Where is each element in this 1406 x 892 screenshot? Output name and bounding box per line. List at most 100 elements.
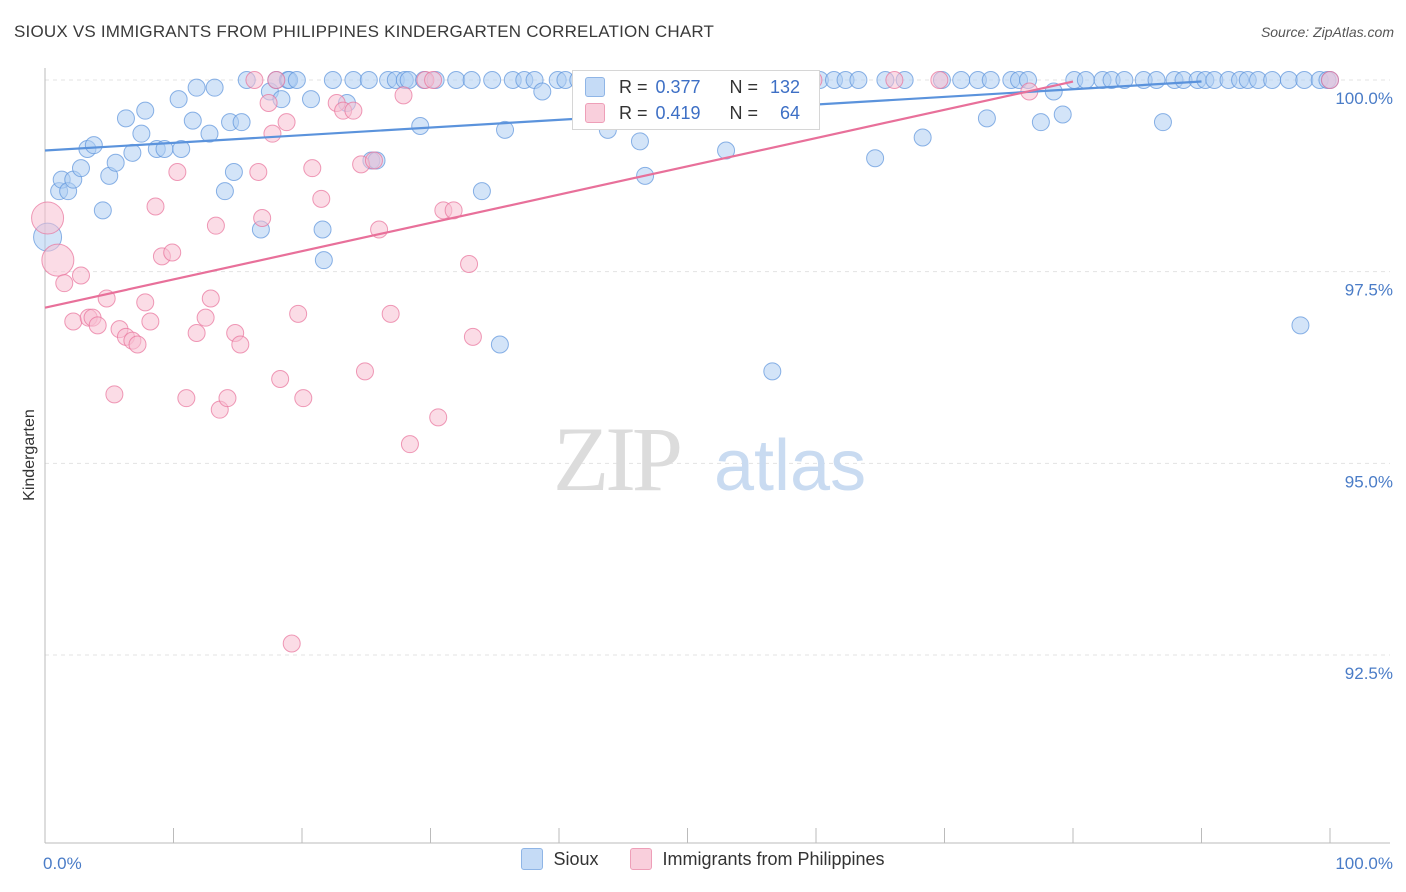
point-philippines: [201, 289, 220, 308]
point-sioux: [533, 82, 552, 101]
point-philippines: [294, 389, 313, 408]
point-sioux: [344, 71, 363, 89]
point-sioux: [314, 251, 333, 270]
x-tick-label: 0.0%: [43, 854, 82, 873]
point-philippines: [163, 243, 182, 262]
point-sioux: [717, 141, 736, 160]
r-value: 0.419: [655, 102, 701, 123]
x-tick-label: 100.0%: [1335, 854, 1393, 873]
point-sioux: [462, 71, 481, 89]
point-philippines: [128, 335, 147, 354]
point-sioux: [490, 335, 509, 354]
point-sioux: [630, 132, 649, 151]
point-sioux: [977, 109, 996, 128]
y-tick-label: 95.0%: [1345, 472, 1393, 491]
source-credit: Source: ZipAtlas.com: [1260, 24, 1394, 40]
point-philippines: [31, 201, 65, 235]
point-sioux: [169, 90, 188, 109]
point-sioux: [981, 71, 1000, 89]
point-sioux: [472, 182, 491, 201]
point-philippines: [64, 312, 83, 331]
point-sioux: [1153, 113, 1172, 132]
stats-swatch-sioux: [585, 77, 605, 97]
point-philippines: [271, 370, 290, 388]
point-philippines: [55, 274, 74, 293]
point-sioux: [116, 109, 135, 128]
point-sioux: [84, 136, 103, 155]
point-philippines: [1321, 71, 1339, 89]
point-philippines: [196, 308, 215, 327]
point-sioux: [301, 90, 320, 109]
point-sioux: [913, 128, 932, 147]
point-philippines: [394, 86, 413, 105]
point-sioux: [399, 71, 418, 89]
point-sioux: [359, 71, 378, 89]
point-sioux: [93, 201, 112, 220]
point-philippines: [344, 101, 363, 120]
point-sioux: [1076, 71, 1095, 89]
point-sioux: [1115, 71, 1134, 89]
point-sioux: [224, 163, 243, 181]
tick-labels: 100.0% 97.5% 95.0% 92.5% 0.0% 100.0%: [43, 89, 1393, 873]
point-sioux: [136, 101, 155, 120]
n-value: 132: [770, 76, 801, 97]
y-tick-label: 92.5%: [1345, 664, 1393, 683]
point-philippines: [930, 71, 949, 89]
point-sioux: [123, 143, 142, 162]
point-sioux: [952, 71, 971, 89]
point-philippines: [249, 163, 268, 181]
point-sioux: [232, 113, 251, 132]
point-sioux: [1291, 316, 1310, 335]
point-philippines: [41, 243, 75, 277]
legend-swatch-philippines: [630, 848, 653, 870]
point-sioux: [763, 362, 782, 381]
stats-row-philippines: R = 0.419 N = 64: [585, 101, 800, 125]
stats-row-sioux: R = 0.377 N = 132: [585, 75, 800, 99]
point-sioux: [205, 78, 224, 97]
point-philippines: [259, 94, 278, 112]
point-sioux: [187, 78, 206, 97]
point-philippines: [168, 163, 187, 181]
n-label: N =: [729, 76, 759, 97]
trend-line-philippines: [44, 80, 1074, 309]
point-philippines: [71, 266, 90, 285]
point-philippines: [312, 189, 331, 208]
point-philippines: [263, 124, 282, 143]
gridlines: [45, 79, 1390, 656]
r-value: 0.377: [655, 76, 701, 97]
n-value: 64: [780, 102, 801, 123]
point-sioux: [1279, 71, 1298, 89]
series-philippines: [31, 71, 1339, 653]
point-sioux: [1263, 71, 1282, 89]
stats-box: R = 0.377 N = 132 R = 0.419 N = 64: [572, 70, 820, 130]
legend: Sioux Immigrants from Philippines: [0, 848, 1406, 870]
point-philippines: [460, 255, 479, 273]
point-philippines: [277, 113, 296, 132]
point-philippines: [88, 316, 107, 335]
point-philippines: [381, 304, 400, 323]
watermark: ZIP atlas: [553, 408, 866, 510]
point-sioux: [313, 220, 332, 239]
point-philippines: [267, 71, 286, 89]
point-sioux: [172, 140, 191, 158]
point-philippines: [177, 389, 196, 408]
point-philippines: [105, 385, 124, 404]
y-tick-label: 100.0%: [1335, 89, 1393, 108]
point-sioux: [1031, 113, 1050, 132]
point-philippines: [218, 389, 237, 408]
point-philippines: [364, 151, 383, 170]
y-axis-label: Kindergarten: [21, 409, 38, 501]
legend-item-sioux[interactable]: Sioux: [521, 848, 598, 870]
point-philippines: [289, 304, 308, 323]
n-label: N =: [729, 102, 759, 123]
point-sioux: [447, 71, 466, 89]
point-philippines: [206, 216, 225, 235]
data-points: [31, 71, 1339, 653]
point-philippines: [303, 159, 322, 178]
point-sioux: [849, 71, 868, 89]
point-sioux: [496, 120, 515, 139]
legend-item-philippines[interactable]: Immigrants from Philippines: [630, 848, 885, 870]
point-philippines: [424, 71, 443, 89]
r-label: R =: [619, 76, 648, 97]
